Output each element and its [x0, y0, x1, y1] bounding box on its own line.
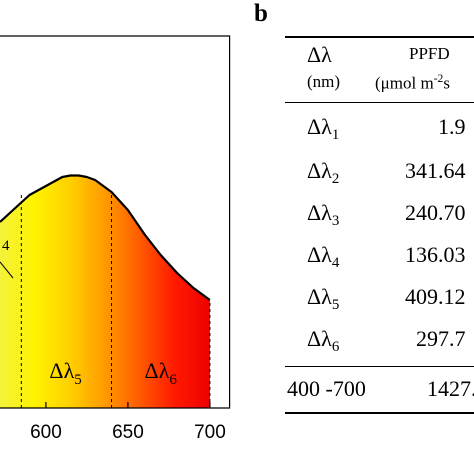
table-row-label: Δλ3 [307, 200, 339, 230]
table-total-rule [285, 366, 474, 367]
table-row-value: 409.12 [405, 284, 466, 309]
row-label-base: Δλ [307, 158, 332, 183]
row-label-subscript: 4 [331, 255, 340, 272]
row-label-subscript: 2 [331, 171, 340, 188]
row-label-subscript: 5 [331, 297, 340, 314]
row-label-base: Δλ [307, 200, 332, 225]
header-ppfd-unit-post: s [443, 73, 450, 93]
header-nm-unit: (nm) [307, 72, 341, 91]
table-row-label: Δλ2 [307, 158, 339, 188]
row-label-base: Δλ [307, 326, 332, 351]
band-label: Δλ5 [49, 358, 81, 388]
total-ppfd-value: 1427. [427, 376, 474, 401]
table-row-value: 136.03 [405, 242, 466, 267]
table-row-value: 297.7 [416, 326, 466, 351]
header-delta-lambda: Δλ [307, 42, 332, 67]
row-label-base: Δλ [307, 114, 332, 139]
panel-b-label: b [254, 0, 268, 27]
row-label-subscript: 3 [331, 213, 340, 230]
x-tick-label: 600 [30, 422, 62, 443]
table-row-value: 341.64 [405, 158, 466, 183]
x-tick-label: 650 [112, 422, 144, 443]
table-row-value: 240.70 [405, 200, 466, 225]
header-ppfd-unit: (μmol m-2s [375, 72, 450, 93]
table-row-label: Δλ4 [307, 242, 339, 272]
row-label-base: Δλ [307, 242, 332, 267]
header-ppfd-unit-sup: -2 [433, 72, 444, 85]
total-range-label: 400 -700 [287, 376, 366, 401]
band-leader-line [0, 261, 14, 279]
band-label: Δλ6 [145, 358, 178, 388]
row-label-base: Δλ [307, 284, 332, 309]
spectrum-area [0, 175, 210, 408]
header-ppfd: PPFD [409, 44, 450, 63]
table-bottom-rule [285, 412, 474, 414]
row-label-subscript: 6 [331, 339, 340, 356]
table-header-rule [285, 102, 474, 103]
table-row-label: Δλ1 [307, 114, 339, 144]
table-row-label: Δλ5 [307, 284, 339, 314]
table-top-rule [285, 36, 474, 38]
x-tick-label: 700 [194, 422, 226, 443]
table-row-label: Δλ6 [307, 326, 339, 356]
row-label-subscript: 1 [331, 127, 340, 144]
plot-frame [0, 35, 231, 409]
table-row-value: 1.9 [438, 114, 466, 139]
partial-band-label: 4 [2, 238, 10, 254]
header-ppfd-unit-pre: (μmol m [375, 73, 434, 93]
spectrum-curve [0, 174, 211, 301]
